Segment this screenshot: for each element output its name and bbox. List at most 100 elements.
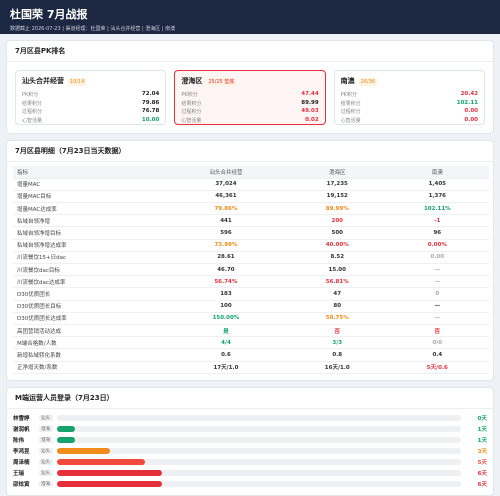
metric-value: 0.00 <box>464 108 478 114</box>
bar-track <box>57 415 461 422</box>
person-name: 王瑞 <box>13 471 25 478</box>
table-row: 增量MAC目标 46,361 19,152 1,376 <box>13 190 489 204</box>
rank-badge: 10/14 <box>68 78 87 86</box>
table-row: 新增私域转化系数 0.6 0.8 0.4 <box>13 348 489 362</box>
cell-value: 1,376 <box>385 190 489 204</box>
metric-label: 心智活量 <box>22 117 43 124</box>
cell-value: 40.00% <box>288 239 386 252</box>
row-label: 私域自领净增目标 <box>13 226 163 240</box>
cell-value: — <box>385 263 489 277</box>
cell-value: 89.99% <box>288 202 386 216</box>
days-label: 1天 <box>477 427 487 434</box>
login-bar <box>57 481 163 488</box>
row-label: 川流餐饮dac达成率 <box>13 275 163 289</box>
login-list: 林雪婷 汕头 0天 谢润帆 澄海 1天 陈伟 澄海 1天 李鸿昱 汕头 3天 周泽楠 汕头 5天 王瑞 汕头 6天… <box>7 409 493 495</box>
metric-value: 76.78 <box>141 108 160 114</box>
card-name: 澄海区 25/25 垫底 <box>181 76 318 86</box>
metric-row: 结果积分 89.99 <box>181 100 318 109</box>
region-tag: 澄海 <box>39 426 53 433</box>
row-label: M端合格数/人数 <box>13 336 163 350</box>
table-row: 正净增天数/系数 17天/1.0 16天/1.0 5天/0.6 <box>13 361 489 374</box>
metric-row: PK积分 72.04 <box>22 91 159 100</box>
section-title: M端运营人员登录（7月23日） <box>7 388 493 409</box>
cell-value: 37,024 <box>163 178 289 191</box>
pk-card: 南澳 26/36 PK积分 20.42 结果积分 102.11 过程积分 0.00 心智活量 0.… <box>333 70 485 125</box>
cell-value: 79.86% <box>163 202 289 216</box>
login-row: 邵炫寅 澄海 6天 <box>7 479 493 490</box>
region-tag: 澄海 <box>39 437 53 444</box>
cell-value: 0.8 <box>288 348 386 362</box>
days-label: 0天 <box>477 416 487 423</box>
metric-value: 20.42 <box>460 91 478 97</box>
metric-value: 47.44 <box>301 91 319 97</box>
table-row: 川流餐饮dac目标 46.70 15.00— <box>13 263 489 277</box>
cell-value: 102.11% <box>385 202 489 216</box>
column-header: 澄海区 <box>288 166 386 179</box>
region-tag: 汕头 <box>39 448 53 455</box>
metric-label: 结果积分 <box>181 100 202 107</box>
region-tag: 汕头 <box>39 470 53 477</box>
metric-value: 89.99 <box>301 99 319 106</box>
row-label: 私域自领净增 <box>13 214 163 228</box>
page-subtitle: 数据截止 2026-07-23 | 渠道经理：杜国荣 | 汕头合并经营 | 澄海… <box>10 26 176 32</box>
header: 杜国荣 7月战报数据截止 2026-07-23 | 渠道经理：杜国荣 | 汕头合… <box>0 0 500 34</box>
metric-label: 结果积分 <box>22 100 43 107</box>
cell-value: 47 <box>288 287 386 301</box>
page-title: 杜国荣 7月战报 <box>10 8 88 21</box>
table-row: 私域自领净增达成率 73.99% 40.00% 0.00% <box>13 239 489 252</box>
detail-table: 指标 汕头合并经营 澄海区 南澳 增量MAC 37,024 17,235 1,405 增量MAC… <box>13 166 489 374</box>
rank-badge: 25/25 垫底 <box>206 78 237 86</box>
card-name: 南澳 26/36 <box>341 76 478 86</box>
login-bar <box>57 437 75 444</box>
region-tag: 汕头 <box>39 415 53 422</box>
table-row: 私域自领净增目标 596 500 96 <box>13 226 489 240</box>
cell-value: 58.75% <box>288 312 386 325</box>
metric-label: 心智活量 <box>181 117 202 124</box>
metric-label: 结果积分 <box>340 100 361 107</box>
metric-row: 过程积分 76.78 <box>22 108 159 117</box>
person-name: 林雪婷 <box>13 416 30 423</box>
row-label: D30优质团长 <box>13 287 163 301</box>
cell-value: 是 <box>163 324 289 338</box>
cell-value: 200 <box>288 214 386 228</box>
metric-row: 过程积分 0.00 <box>341 108 478 117</box>
person-name: 谢润帆 <box>13 427 30 434</box>
region-tag: 澄海 <box>39 481 53 488</box>
login-bar <box>57 448 110 455</box>
cell-value: 73.99% <box>163 239 289 252</box>
cell-value: 8.52 <box>288 251 386 265</box>
row-label: D30优质团长目标 <box>13 300 163 313</box>
login-row: 林雪婷 汕头 0天 <box>7 413 493 424</box>
login-bar <box>57 426 75 433</box>
pk-card: 汕头合并经营 10/14 PK积分 72.04 结果积分 79.86 过程积分 76.78 心智… <box>15 70 167 125</box>
card-row: 汕头合并经营 10/14 PK积分 72.04 结果积分 79.86 过程积分 76.78 心智… <box>7 62 493 133</box>
cell-value: 0.6 <box>163 348 289 362</box>
login-row: 陈伟 澄海 1天 <box>7 435 493 446</box>
table-row: 增量MAC 37,024 17,235 1,405 <box>13 178 489 191</box>
row-label: 增量MAC达成率 <box>13 202 163 216</box>
table-row: 川流餐饮dac达成率 56.74% 56.81% — <box>13 275 489 289</box>
metric-row: PK积分 20.42 <box>341 91 478 100</box>
cell-value: 0/0 <box>385 336 489 350</box>
days-label: 6天 <box>477 471 487 478</box>
cell-value: 56.81% <box>288 275 386 289</box>
row-label: 新增私域转化系数 <box>13 348 163 362</box>
bar-track <box>57 481 461 488</box>
login-section: M端运营人员登录（7月23日） 林雪婷 汕头 0天 谢润帆 澄海 1天 陈伟 澄海 1天 李鸿昱 汕头… <box>6 386 494 496</box>
days-label: 6天 <box>477 482 487 489</box>
section-title: 7月区县PK排名 <box>7 41 493 62</box>
metric-row: PK积分 47.44 <box>181 91 318 100</box>
region-name: 南澳 <box>340 77 355 85</box>
days-label: 3天 <box>477 449 487 456</box>
cell-value: 16天/1.0 <box>288 361 386 374</box>
bar-track <box>57 426 461 433</box>
metric-value: 0.02 <box>305 116 319 123</box>
section-title: 7月区县明细（7月23日当天数据） <box>7 141 493 162</box>
detail-section: 7月区县明细（7月23日当天数据） 指标 汕头合并经营 澄海区 南澳 增量MAC 37,02… <box>6 140 494 381</box>
region-name: 汕头合并经营 <box>22 77 64 85</box>
cell-value: 596 <box>163 226 289 240</box>
pk-card: 澄海区 25/25 垫底 PK积分 47.44 结果积分 89.99 过程积分 49.03 心智… <box>174 70 326 125</box>
days-label: 5天 <box>477 460 487 467</box>
table-row: M端合格数/人数 4/4 3/3 0/0 <box>13 336 489 350</box>
